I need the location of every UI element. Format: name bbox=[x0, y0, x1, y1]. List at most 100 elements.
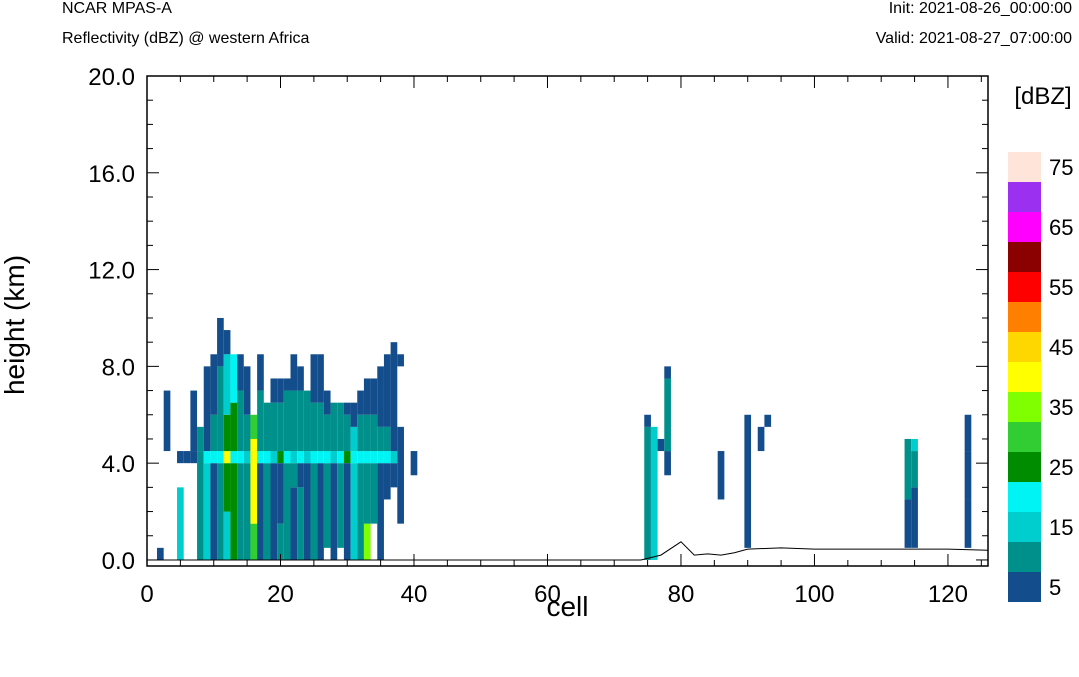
reflectivity-cell bbox=[157, 547, 164, 560]
reflectivity-cell bbox=[310, 402, 318, 452]
reflectivity-cell bbox=[257, 390, 264, 452]
x-tick-label: 40 bbox=[401, 581, 428, 608]
terrain-profile bbox=[147, 541, 989, 561]
colorbar-swatch bbox=[1008, 392, 1041, 422]
reflectivity-cell bbox=[203, 366, 211, 452]
reflectivity-cell bbox=[297, 451, 304, 464]
reflectivity-cell bbox=[317, 451, 324, 464]
y-tick-label: 0.0 bbox=[102, 548, 135, 575]
reflectivity-cell bbox=[303, 451, 311, 464]
reflectivity-cell bbox=[904, 438, 912, 500]
reflectivity-cell bbox=[310, 354, 318, 403]
reflectivity-cell bbox=[197, 426, 204, 452]
reflectivity-cell bbox=[223, 511, 231, 560]
reflectivity-cell bbox=[297, 366, 304, 391]
reflectivity-cell bbox=[644, 426, 651, 560]
reflectivity-cell bbox=[343, 463, 351, 560]
reflectivity-cell bbox=[250, 523, 258, 560]
reflectivity-cell bbox=[343, 414, 351, 452]
reflectivity-cell bbox=[210, 463, 218, 560]
reflectivity-cell bbox=[203, 463, 211, 560]
reflectivity-cell bbox=[650, 426, 658, 560]
reflectivity-cell bbox=[243, 463, 251, 560]
reflectivity-cell bbox=[297, 487, 304, 560]
reflectivity-cell bbox=[363, 523, 371, 560]
reflectivity-cell bbox=[764, 414, 772, 427]
reflectivity-cell bbox=[337, 451, 344, 464]
reflectivity-cell bbox=[230, 463, 238, 560]
reflectivity-cell bbox=[337, 402, 344, 452]
reflectivity-cell bbox=[243, 366, 251, 415]
reflectivity-cell bbox=[363, 378, 371, 415]
reflectivity-cell bbox=[397, 426, 404, 524]
reflectivity-cell bbox=[217, 366, 224, 452]
reflectivity-cell bbox=[277, 402, 284, 452]
reflectivity-cell bbox=[263, 451, 271, 464]
reflectivity-cell bbox=[330, 451, 338, 464]
reflectivity-cell bbox=[370, 451, 378, 464]
colorbar-label: 75 bbox=[1049, 155, 1073, 180]
reflectivity-cell bbox=[310, 463, 318, 560]
reflectivity-cell bbox=[210, 354, 218, 415]
reflectivity-cell bbox=[230, 451, 238, 464]
colorbar-swatch bbox=[1008, 182, 1041, 212]
x-axis-label: cell bbox=[546, 591, 588, 622]
reflectivity-cell bbox=[343, 402, 351, 415]
reflectivity-cell bbox=[203, 451, 211, 464]
reflectivity-cell bbox=[210, 414, 218, 452]
reflectivity-cell bbox=[190, 451, 198, 464]
reflectivity-cell bbox=[350, 463, 358, 560]
colorbar-label: 35 bbox=[1049, 395, 1073, 420]
reflectivity-cell bbox=[217, 463, 224, 560]
reflectivity-cell bbox=[257, 354, 264, 391]
colorbar-swatch bbox=[1008, 422, 1041, 452]
reflectivity-cell bbox=[397, 354, 404, 367]
colorbar-label: 15 bbox=[1049, 515, 1073, 540]
reflectivity-cell bbox=[911, 487, 918, 548]
reflectivity-cell bbox=[357, 414, 364, 452]
reflectivity-cell bbox=[964, 451, 972, 500]
reflectivity-cell bbox=[237, 463, 244, 560]
x-axis-ticks: 0 20 40 60 80 100 120 bbox=[140, 76, 982, 608]
y-axis-ticks: 0.0 4.0 8.0 12.0 16.0 20.0 bbox=[88, 64, 988, 575]
reflectivity-cell bbox=[664, 451, 671, 476]
reflectivity-cell bbox=[317, 463, 324, 560]
colorbar-swatch bbox=[1008, 482, 1041, 512]
reflectivity-cell bbox=[964, 414, 972, 452]
x-tick-label: 100 bbox=[794, 581, 834, 608]
reflectivity-cell bbox=[390, 342, 398, 452]
reflectivity-cell bbox=[377, 451, 384, 464]
x-tick-label: 60 bbox=[534, 581, 561, 608]
reflectivity-cell bbox=[257, 463, 264, 560]
reflectivity-cell bbox=[223, 463, 231, 512]
colorbar: 5 15 25 35 45 55 65 75 bbox=[1008, 152, 1073, 602]
reflectivity-cell bbox=[363, 414, 371, 452]
reflectivity-cell bbox=[370, 414, 378, 452]
reflectivity-cell bbox=[323, 390, 331, 415]
terrain-line bbox=[147, 541, 989, 561]
reflectivity-cell bbox=[377, 463, 384, 560]
field-title: Reflectivity (dBZ) @ western Africa bbox=[62, 30, 310, 47]
reflectivity-cell bbox=[377, 366, 384, 427]
reflectivity-cell bbox=[664, 366, 671, 379]
reflectivity-cell bbox=[363, 463, 371, 524]
reflectivity-cell bbox=[323, 463, 331, 548]
reflectivity-cell bbox=[383, 426, 391, 452]
colorbar-swatch bbox=[1008, 272, 1041, 302]
reflectivity-cell bbox=[223, 414, 231, 452]
reflectivity-cell bbox=[277, 463, 284, 524]
reflectivity-cell bbox=[290, 390, 298, 452]
reflectivity-cell bbox=[217, 317, 224, 367]
reflectivity-cell bbox=[383, 354, 391, 427]
reflectivity-cell bbox=[317, 354, 324, 403]
reflectivity-cell bbox=[323, 414, 331, 452]
reflectivity-cell bbox=[270, 451, 278, 464]
colorbar-swatch bbox=[1008, 152, 1041, 182]
reflectivity-cell bbox=[911, 438, 918, 452]
x-tick-label: 120 bbox=[928, 581, 968, 608]
reflectivity-cell bbox=[223, 354, 231, 415]
reflectivity-cell bbox=[237, 390, 244, 452]
reflectivity-cell bbox=[277, 451, 284, 464]
reflectivity-cell bbox=[323, 451, 331, 464]
reflectivity-cell bbox=[410, 451, 418, 476]
